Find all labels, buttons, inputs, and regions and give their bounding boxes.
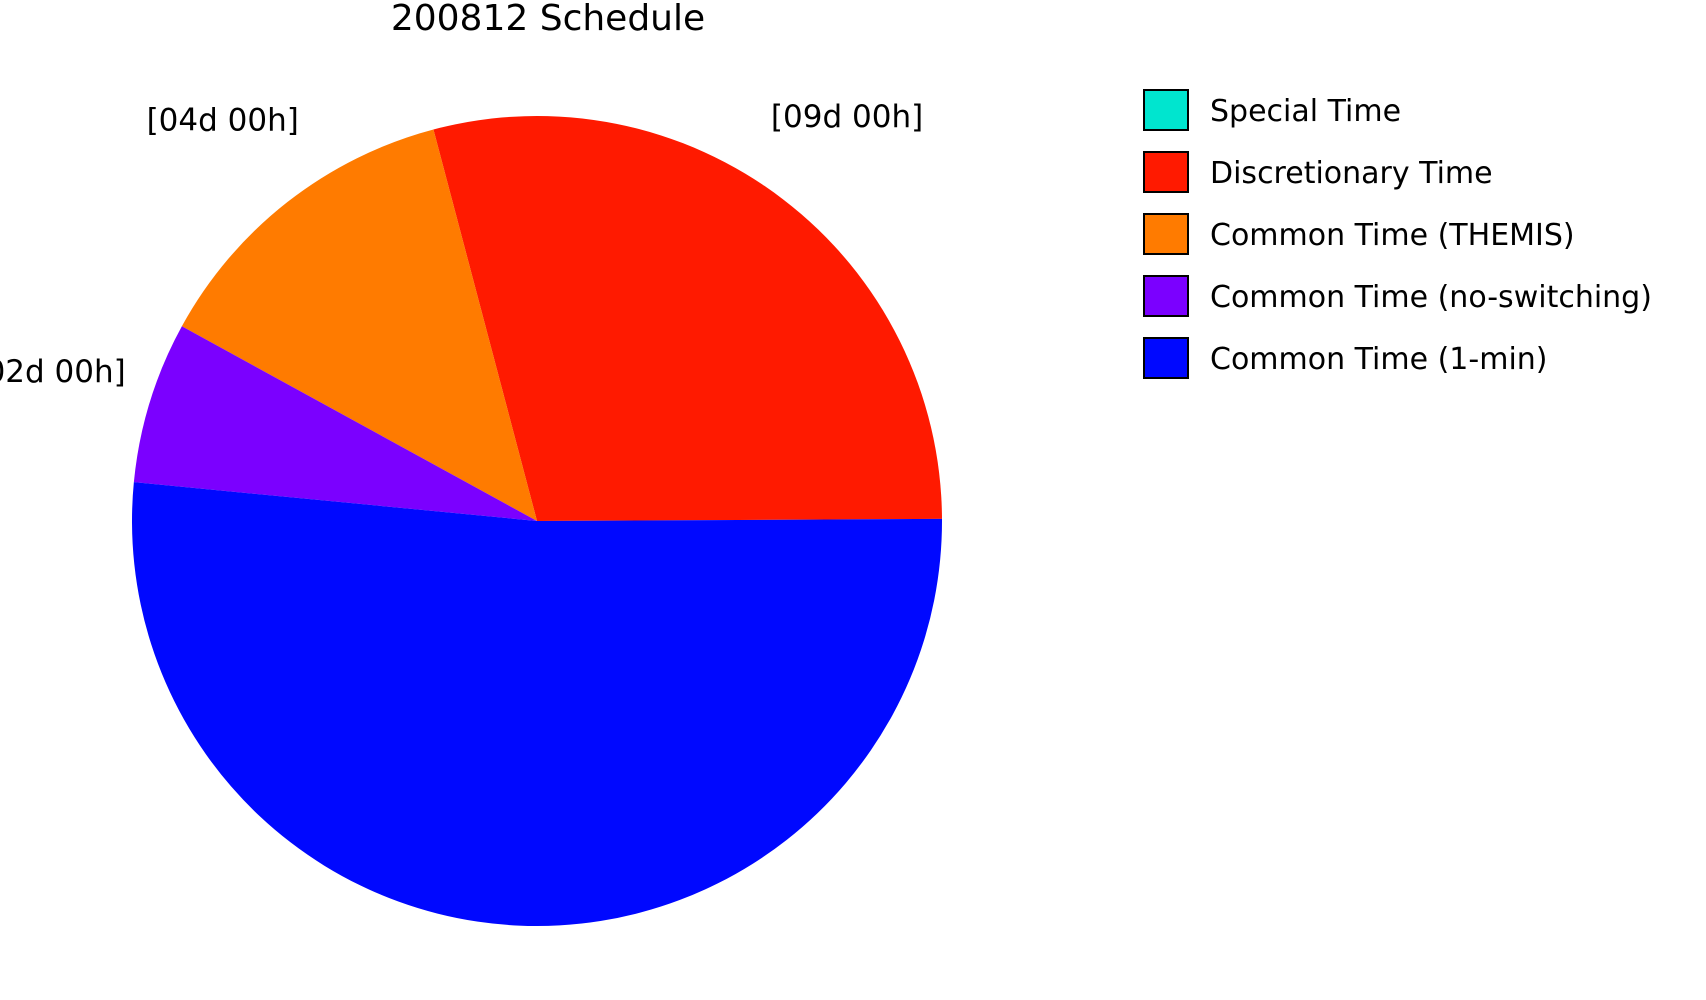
legend-label: Common Time (1-min)	[1210, 342, 1548, 377]
pie-slice-common-time-1-min	[131, 482, 942, 927]
legend-label: Discretionary Time	[1210, 156, 1493, 191]
legend-label: Common Time (THEMIS)	[1210, 218, 1575, 253]
slice-label: [09d 00h]	[771, 99, 923, 135]
pie-slice-discretionary-time	[433, 115, 942, 521]
legend-label: Special Time	[1210, 94, 1401, 129]
slice-label: [02d 00h]	[0, 354, 126, 390]
pie-slices	[131, 115, 942, 927]
pie-slice-common-time-themis	[181, 129, 537, 521]
legend-swatch	[1143, 213, 1189, 255]
legend: Special Time Discretionary Time Common Tim…	[1143, 89, 1652, 379]
legend-swatch	[1143, 151, 1189, 193]
legend-swatch	[1143, 337, 1189, 379]
legend-swatch	[1143, 89, 1189, 131]
pie-slice-common-time-no-switching	[133, 326, 538, 521]
slice-labels: [09d 00h][04d 00h][02d 00h][16d 00h]	[0, 99, 923, 390]
chart-title: 200812 Schedule	[391, 0, 705, 39]
legend-swatch	[1143, 275, 1189, 317]
legend-label: Common Time (no-switching)	[1210, 280, 1652, 315]
slice-label: [04d 00h]	[147, 102, 299, 138]
